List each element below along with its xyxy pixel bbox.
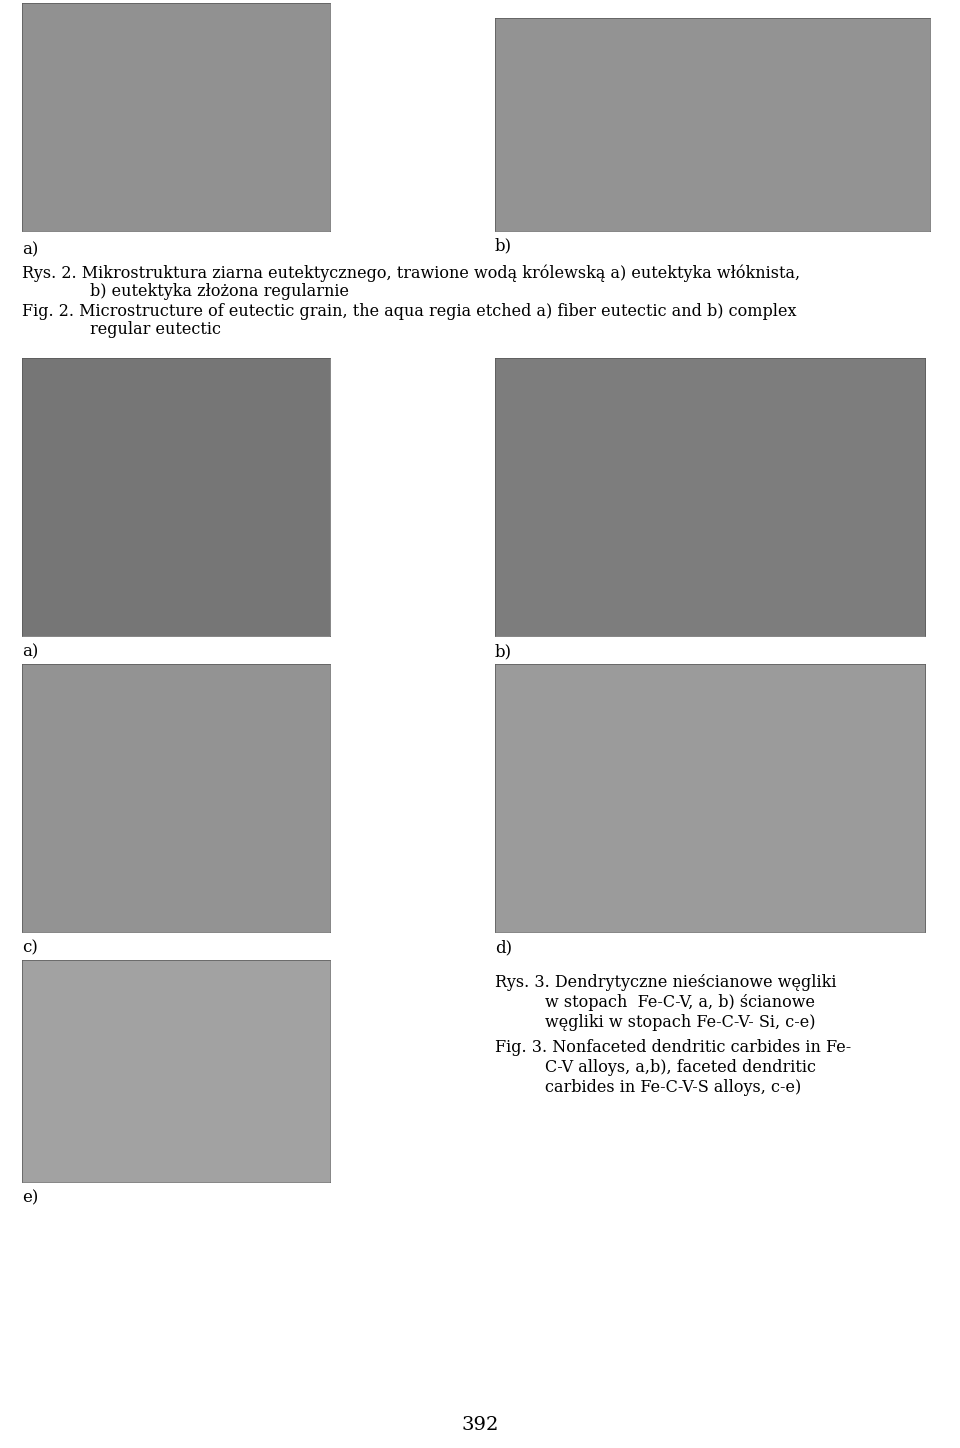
Text: węgliki w stopach Fe-C-V- Si, c-e): węgliki w stopach Fe-C-V- Si, c-e)	[545, 1014, 815, 1031]
Text: Rys. 3. Dendrytyczne nieścianowe węgliki: Rys. 3. Dendrytyczne nieścianowe węgliki	[495, 975, 836, 990]
Text: Rys. 2. Mikrostruktura ziarna eutektycznego, trawione wodą królewską a) eutektyk: Rys. 2. Mikrostruktura ziarna eutektyczn…	[22, 265, 800, 282]
Text: e): e)	[22, 1189, 38, 1206]
Text: w stopach  Fe-C-V, a, b) ścianowe: w stopach Fe-C-V, a, b) ścianowe	[545, 993, 815, 1011]
Text: d): d)	[495, 938, 512, 956]
Text: b): b)	[495, 237, 512, 253]
Text: a): a)	[22, 240, 38, 258]
Text: C-V alloys, a,b), faceted dendritic: C-V alloys, a,b), faceted dendritic	[545, 1058, 816, 1076]
Text: c): c)	[22, 938, 37, 956]
Text: regular eutectic: regular eutectic	[90, 321, 221, 337]
Text: Fig. 2. Microstructure of eutectic grain, the aqua regia etched a) fiber eutecti: Fig. 2. Microstructure of eutectic grain…	[22, 303, 797, 320]
Text: carbides in Fe-C-V-S alloys, c-e): carbides in Fe-C-V-S alloys, c-e)	[545, 1079, 802, 1096]
Text: b) eutektyka złożona regularnie: b) eutektyka złożona regularnie	[90, 282, 349, 300]
Text: Fig. 3. Nonfaceted dendritic carbides in Fe-: Fig. 3. Nonfaceted dendritic carbides in…	[495, 1040, 852, 1056]
Text: b): b)	[495, 643, 512, 660]
Text: 392: 392	[462, 1416, 498, 1434]
Text: a): a)	[22, 643, 38, 660]
